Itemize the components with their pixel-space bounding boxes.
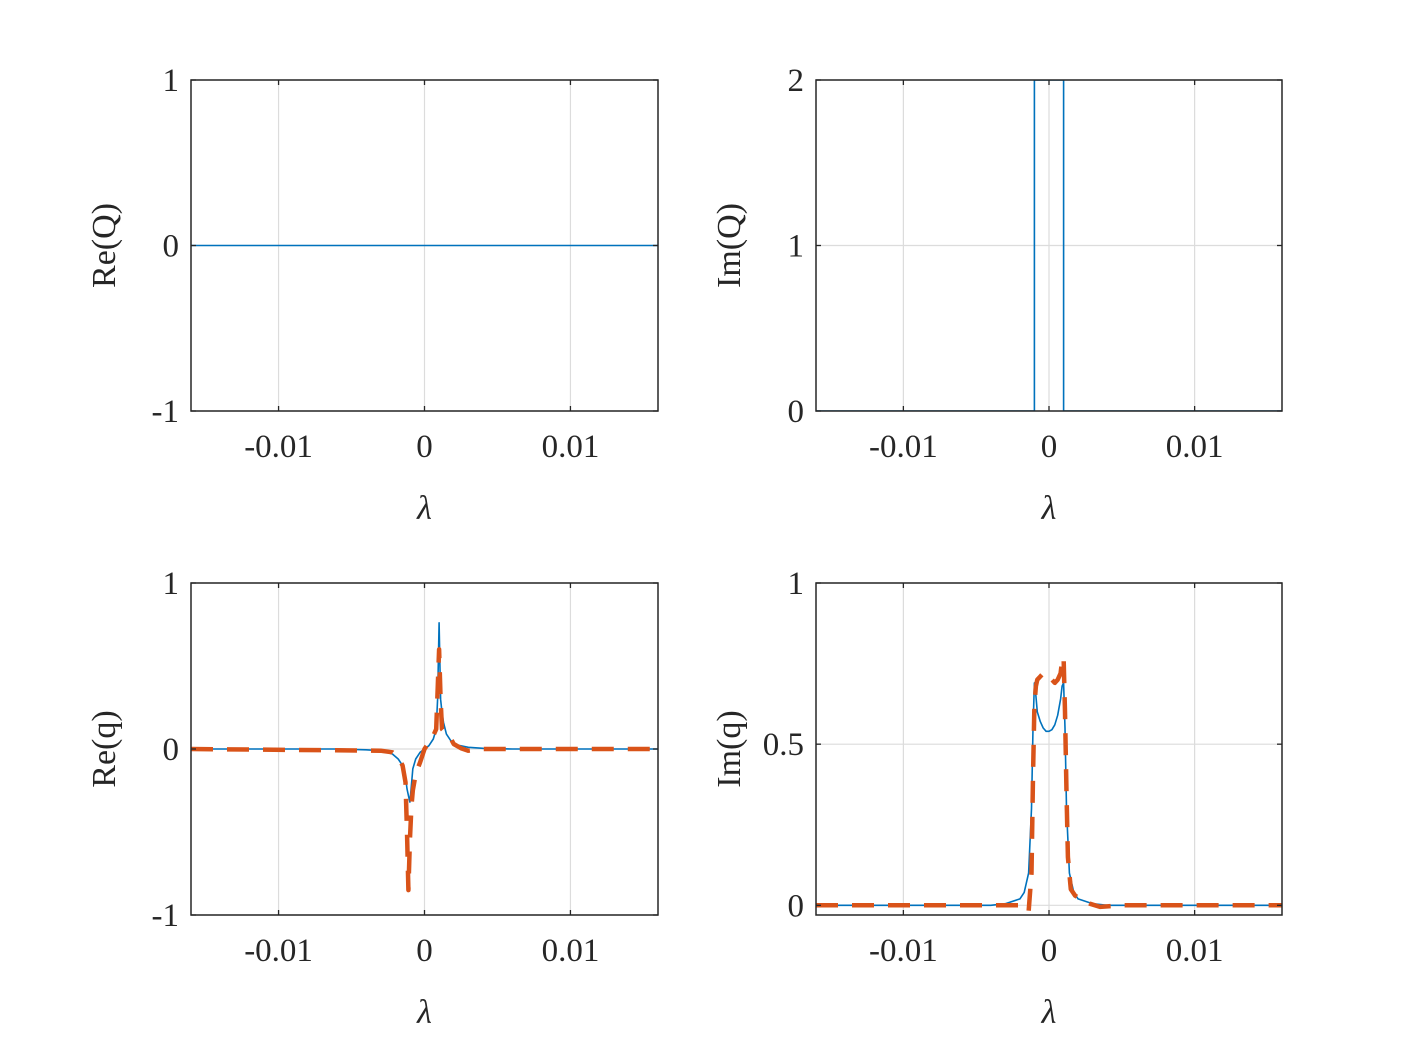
series-line-re-q-1	[191, 647, 658, 893]
y-tick-label-im-q-1: 0.5	[763, 727, 804, 763]
subplot-im-Q: -0.01 0 0.01 0 1 2 λ Im(Q)	[711, 63, 1283, 527]
y-axis-label-im-Q: Im(Q)	[711, 203, 748, 288]
x-tick-label-im-q-1: 0	[1041, 933, 1058, 969]
y-tick-label-im-q-0: 0	[788, 888, 805, 924]
y-axis-label-im-q: Im(q)	[711, 710, 748, 787]
subplot-re-q: -0.01 0 0.01 -1 0 1 λ Re(q)	[86, 566, 659, 1031]
x-axis-label-im-Q: λ	[1041, 490, 1057, 527]
y-tick-label-re-Q-1: 0	[163, 229, 180, 265]
y-tick-label-im-Q-0: 0	[788, 394, 805, 430]
y-tick-label-im-Q-1: 1	[788, 229, 805, 265]
y-tick-label-re-Q-2: 1	[163, 63, 180, 99]
subplot-im-q: -0.01 0 0.01 0 0.5 1 λ Im(q)	[711, 566, 1283, 1031]
x-axis-label-im-q: λ	[1041, 994, 1057, 1031]
x-tick-label-im-Q-0: -0.01	[869, 429, 938, 465]
x-tick-label-re-Q-0: -0.01	[244, 429, 313, 465]
y-axis-label-re-q: Re(q)	[86, 710, 123, 787]
x-tick-label-im-q-2: 0.01	[1166, 933, 1224, 969]
y-tick-label-re-q-1: 0	[163, 732, 180, 768]
x-tick-label-re-Q-2: 0.01	[542, 429, 600, 465]
x-tick-label-re-q-1: 0	[416, 933, 433, 969]
y-tick-label-re-q-0: -1	[152, 898, 180, 934]
x-tick-label-re-q-0: -0.01	[244, 933, 313, 969]
x-tick-label-re-q-2: 0.01	[542, 933, 600, 969]
x-tick-label-im-q-0: -0.01	[869, 933, 938, 969]
x-tick-label-re-Q-1: 0	[416, 429, 433, 465]
x-tick-label-im-Q-2: 0.01	[1166, 429, 1224, 465]
x-tick-label-im-Q-1: 0	[1041, 429, 1058, 465]
series-line-im-q-1	[816, 654, 1282, 915]
x-axis-label-re-q: λ	[416, 994, 432, 1031]
y-tick-label-re-Q-0: -1	[152, 394, 180, 430]
y-axis-label-re-Q: Re(Q)	[86, 203, 123, 288]
subplot-re-Q: -0.01 0 0.01 -1 0 1 λ Re(Q)	[86, 63, 659, 527]
y-tick-label-re-q-2: 1	[163, 566, 180, 602]
x-axis-label-re-Q: λ	[416, 490, 432, 527]
y-tick-label-im-Q-2: 2	[788, 63, 805, 99]
y-tick-label-im-q-2: 1	[788, 566, 805, 602]
